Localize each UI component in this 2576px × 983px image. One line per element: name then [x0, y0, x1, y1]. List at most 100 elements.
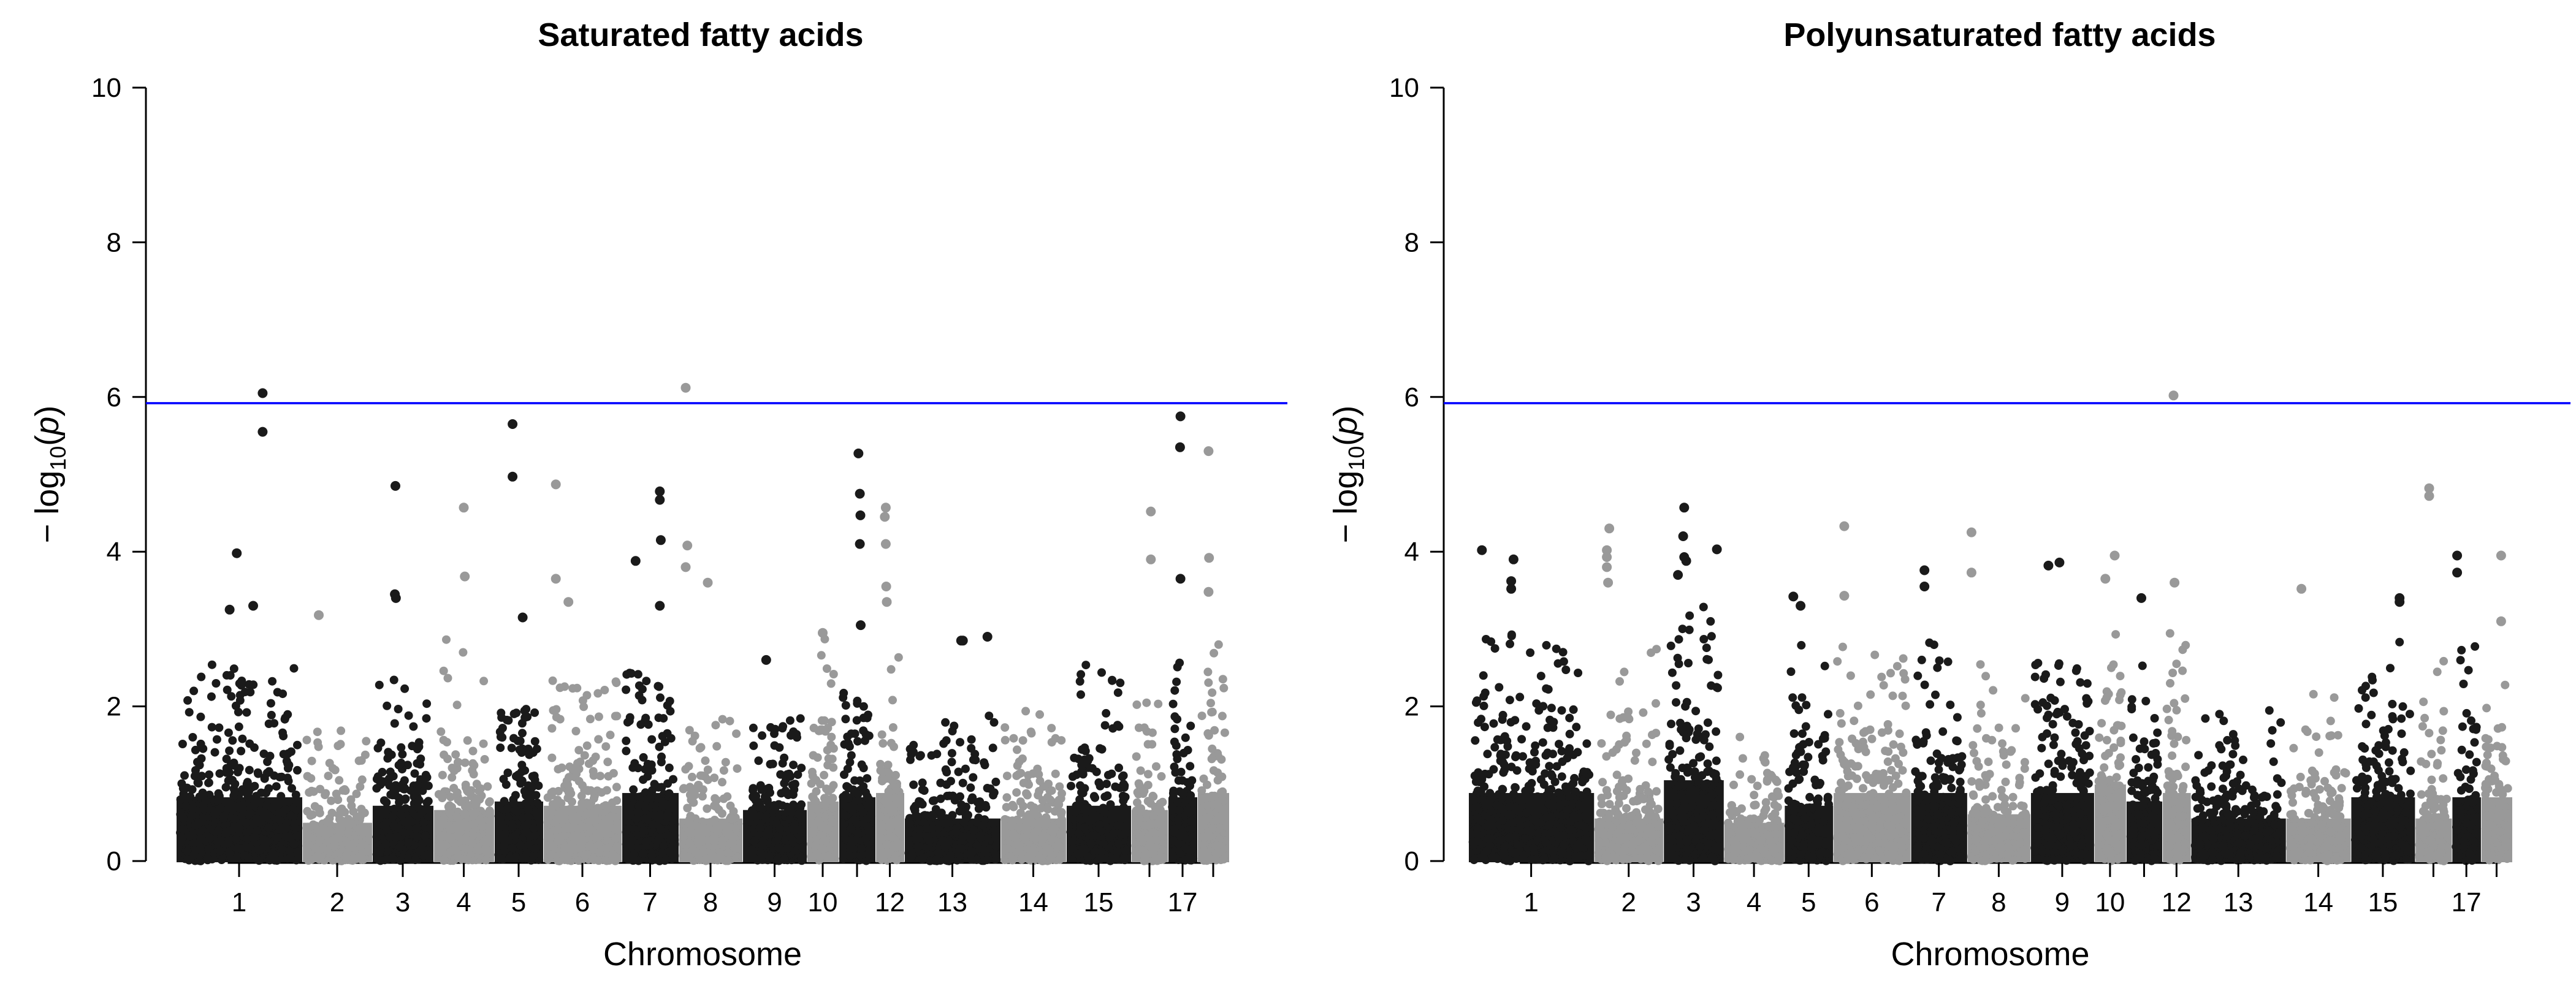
snp-point: [568, 810, 577, 819]
y-axis-label-subscript: 10: [1344, 446, 1369, 471]
snp-point: [828, 818, 837, 827]
snp-point: [1115, 763, 1123, 772]
snp-point: [507, 743, 516, 753]
snp-point: [828, 803, 837, 813]
snp-point: [1143, 833, 1153, 842]
snp-point: [454, 757, 463, 767]
y-axis-label-close-paren: ): [29, 406, 66, 417]
snp-point: [1602, 786, 1611, 795]
snp-point: [1597, 799, 1606, 808]
snp-point: [285, 846, 294, 856]
snp-point: [718, 715, 727, 724]
snp-point: [612, 783, 621, 792]
snp-point: [250, 800, 259, 809]
snp-point: [233, 767, 242, 776]
snp-point: [1694, 814, 1703, 824]
x-tick-label-chr-7: 7: [642, 887, 657, 917]
snp-point: [224, 728, 233, 737]
snp-point: [1738, 754, 1747, 763]
snp-point: [1671, 854, 1680, 863]
x-tick-label-chr-6: 6: [575, 887, 590, 917]
snp-point: [890, 854, 899, 863]
snp-point: [376, 738, 386, 747]
snp-point: [847, 751, 856, 760]
snp-point: [511, 806, 520, 814]
chart-title: Saturated fatty acids: [538, 17, 863, 53]
snp-point: [549, 706, 558, 715]
snp-point: [1021, 707, 1031, 716]
snp-point: [388, 812, 397, 821]
y-tick-label: 4: [107, 537, 121, 567]
snp-point: [242, 843, 251, 852]
snp-point: [1081, 814, 1091, 823]
snp-point: [1664, 755, 1674, 764]
snp-point: [1170, 712, 1179, 721]
snp-point: [1582, 835, 1591, 844]
snp-point: [1753, 781, 1762, 791]
snp-point: [845, 757, 855, 767]
snp-point: [811, 841, 820, 850]
snp-point: [340, 785, 349, 794]
top-hit-point: [880, 503, 891, 513]
snp-point: [665, 763, 674, 772]
snp-point: [909, 780, 918, 789]
snp-point: [446, 792, 455, 802]
snp-point: [1475, 787, 1484, 796]
snp-point: [1481, 801, 1490, 810]
snp-point: [480, 755, 489, 764]
snp-point: [710, 773, 719, 783]
snp-point: [216, 803, 225, 813]
snp-point: [1512, 766, 1522, 775]
top-hit-point: [855, 488, 865, 499]
snp-point: [1641, 781, 1650, 790]
snp-point: [943, 854, 952, 863]
snp-point: [196, 712, 205, 721]
snp-point: [530, 737, 539, 746]
snp-point: [231, 814, 240, 824]
snp-point: [809, 803, 818, 813]
snp-point: [382, 798, 391, 807]
snp-point: [454, 832, 463, 841]
snp-point: [533, 799, 542, 808]
snp-point: [840, 829, 849, 838]
snp-point: [808, 852, 817, 862]
snp-point: [1045, 846, 1054, 855]
x-tick-label-chr-1: 1: [232, 887, 246, 917]
snp-point: [827, 795, 836, 805]
snp-point: [1699, 781, 1709, 791]
y-tick-label: 0: [1404, 846, 1419, 876]
snp-point: [968, 793, 977, 802]
snp-point: [518, 729, 527, 738]
snp-point: [1154, 699, 1163, 708]
snp-point: [275, 808, 284, 818]
top-hit-point: [881, 582, 891, 591]
snp-point: [723, 848, 733, 857]
snp-point: [1015, 822, 1024, 832]
snp-point: [292, 831, 302, 840]
snp-point: [253, 826, 262, 835]
y-tick-label: 10: [91, 73, 121, 103]
snp-point: [1035, 853, 1045, 862]
snp-point: [414, 780, 423, 789]
snp-point: [530, 808, 539, 817]
top-hit-point: [1204, 553, 1214, 563]
snp-point: [1511, 783, 1520, 792]
snp-point: [1652, 787, 1661, 796]
snp-point: [463, 856, 473, 865]
snp-point: [750, 836, 758, 845]
snp-point: [337, 726, 346, 735]
snp-point: [669, 841, 678, 850]
snp-point: [1091, 793, 1100, 802]
snp-point: [416, 846, 425, 856]
snp-point: [1531, 760, 1541, 769]
snp-point: [1622, 804, 1631, 813]
snp-point: [222, 768, 231, 777]
snp-point: [1669, 808, 1678, 818]
snp-point: [1203, 667, 1213, 677]
snp-point: [1557, 706, 1566, 715]
snp-point: [1471, 698, 1480, 707]
snp-point: [595, 848, 604, 857]
snp-point: [1148, 740, 1157, 749]
snp-point: [529, 824, 538, 833]
snp-point: [1495, 683, 1504, 692]
